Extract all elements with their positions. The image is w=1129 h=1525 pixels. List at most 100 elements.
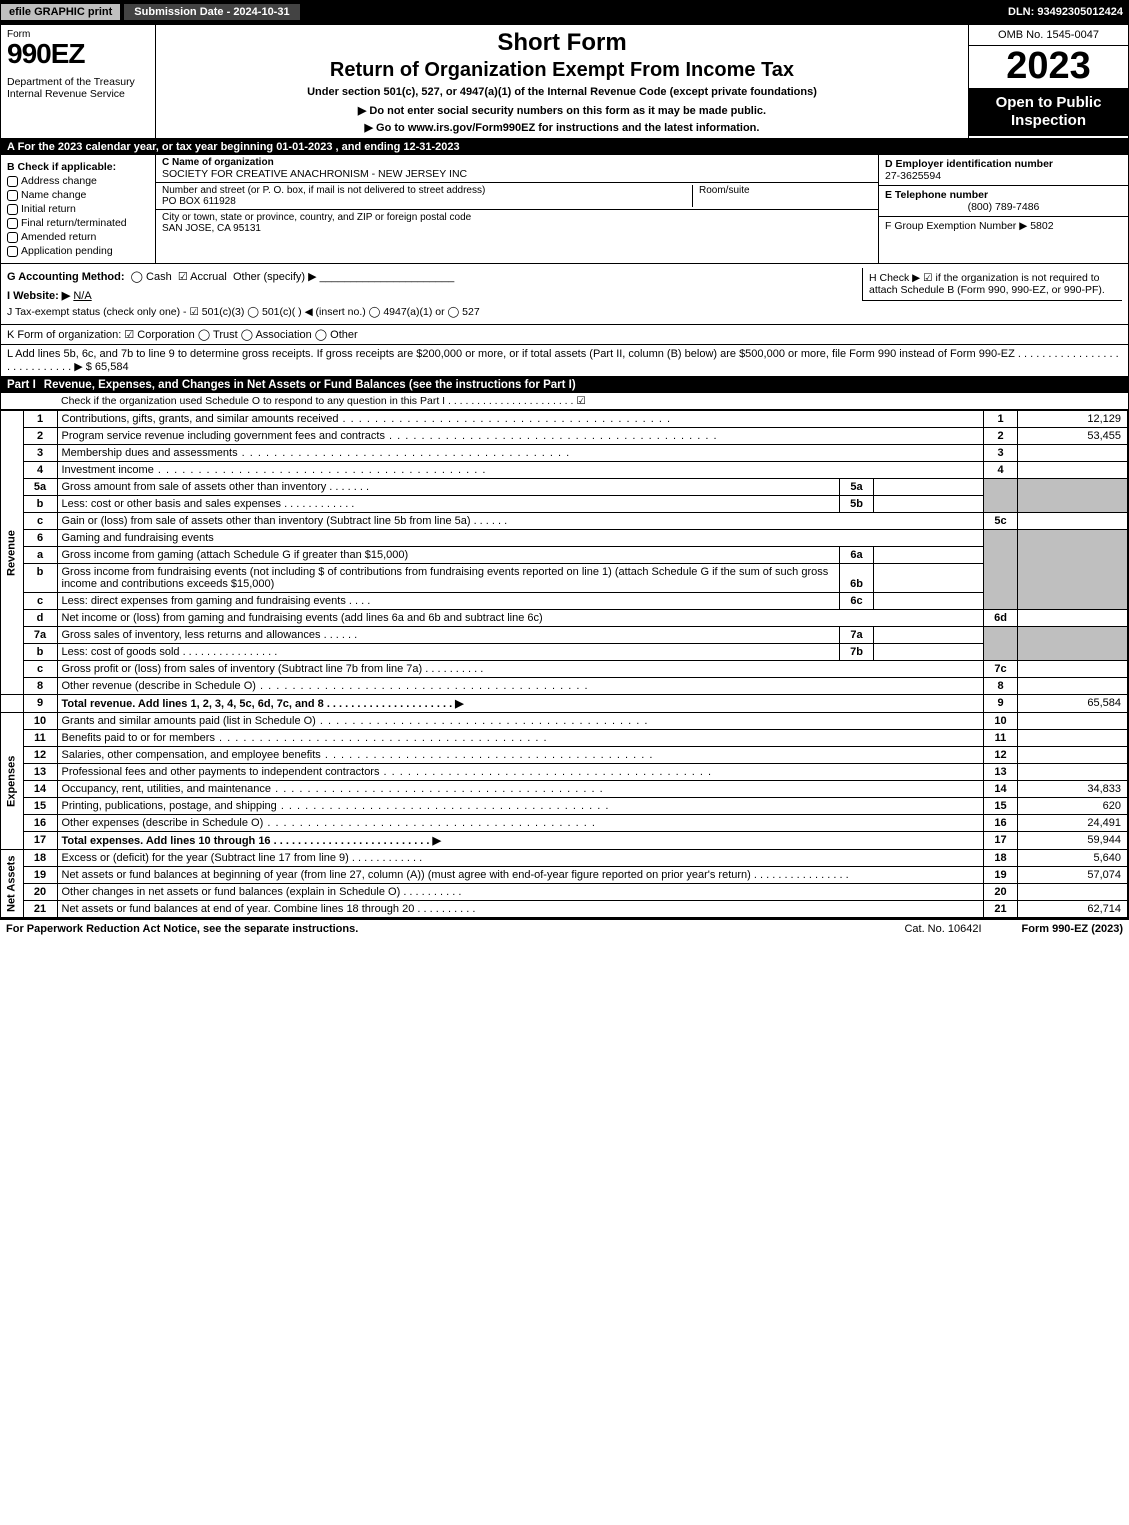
city-label: City or town, state or province, country… [162, 212, 471, 223]
ln-7a: 7a [23, 627, 57, 644]
lab-13: 13 [984, 764, 1018, 781]
lab-10: 10 [984, 713, 1018, 730]
opt-amended-return: Amended return [21, 231, 96, 243]
v-7c [1018, 661, 1128, 678]
ln-14: 14 [23, 781, 57, 798]
chk-final-return[interactable] [7, 218, 18, 229]
top-bar: efile GRAPHIC print Submission Date - 20… [0, 0, 1129, 24]
h-box: H Check ▶ ☑ if the organization is not r… [862, 268, 1122, 301]
d-11: Benefits paid to or for members [62, 732, 215, 744]
ln-7b: b [23, 644, 57, 661]
d-6d: Net income or (loss) from gaming and fun… [57, 610, 984, 627]
lab-5c: 5c [984, 513, 1018, 530]
sl-5b: 5b [840, 496, 874, 513]
form-outer: Form 990EZ Department of the Treasury In… [0, 24, 1129, 919]
lab-11: 11 [984, 730, 1018, 747]
footer-3: Form 990-EZ (2023) [1022, 923, 1123, 935]
ln-1: 1 [23, 411, 57, 428]
ln-19: 19 [23, 867, 57, 884]
v-11 [1018, 730, 1128, 747]
d-9: Total revenue. Add lines 1, 2, 3, 4, 5c,… [62, 698, 464, 710]
ln-9: 9 [23, 695, 57, 713]
efile-print-button[interactable]: efile GRAPHIC print [0, 3, 121, 21]
sv-5b [874, 496, 984, 513]
sl-7a: 7a [840, 627, 874, 644]
lab-3: 3 [984, 445, 1018, 462]
lines-table: Revenue 1 Contributions, gifts, grants, … [1, 410, 1128, 918]
dept-line: Department of the Treasury [7, 76, 149, 88]
ln-2: 2 [23, 428, 57, 445]
v-5c [1018, 513, 1128, 530]
opt-application-pending: Application pending [21, 245, 113, 257]
lab-19: 19 [984, 867, 1018, 884]
tax-year: 2023 [969, 46, 1128, 88]
opt-final-return: Final return/terminated [21, 217, 127, 229]
ein: 27-3625594 [885, 170, 941, 182]
d-6: Gaming and fundraising events [57, 530, 984, 547]
subtitle: Under section 501(c), 527, or 4947(a)(1)… [164, 86, 960, 98]
sv-7b [874, 644, 984, 661]
form-number: 990EZ [7, 40, 149, 68]
d-10: Grants and similar amounts paid (list in… [62, 715, 316, 727]
opt-initial-return: Initial return [21, 203, 76, 215]
ln-13: 13 [23, 764, 57, 781]
chk-address-change[interactable] [7, 176, 18, 187]
lab-16: 16 [984, 815, 1018, 832]
v-9: 65,584 [1018, 695, 1128, 713]
sv-7a [874, 627, 984, 644]
org-name: SOCIETY FOR CREATIVE ANACHRONISM - NEW J… [162, 168, 467, 180]
form-header: Form 990EZ Department of the Treasury In… [1, 25, 1128, 139]
d-12: Salaries, other compensation, and employ… [62, 749, 321, 761]
d-20: Other changes in net assets or fund bala… [62, 886, 401, 898]
d-label: D Employer identification number [885, 158, 1053, 170]
d-5a: Gross amount from sale of assets other t… [62, 481, 327, 493]
v-2: 53,455 [1018, 428, 1128, 445]
row-a: A For the 2023 calendar year, or tax yea… [1, 139, 1128, 155]
v-20 [1018, 884, 1128, 901]
d-7c: Gross profit or (loss) from sales of inv… [62, 663, 423, 675]
ln-5a: 5a [23, 479, 57, 496]
chk-amended-return[interactable] [7, 232, 18, 243]
col-c: C Name of organization SOCIETY FOR CREAT… [156, 155, 878, 263]
side-revenue: Revenue [1, 411, 23, 695]
part1-header: Part I Revenue, Expenses, and Changes in… [1, 377, 1128, 393]
v-14: 34,833 [1018, 781, 1128, 798]
c-label: C Name of organization [162, 157, 274, 168]
g-other: Other (specify) ▶ [233, 271, 317, 283]
opt-address-change: Address change [21, 175, 97, 187]
col-b: B Check if applicable: Address change Na… [1, 155, 156, 263]
lab-2: 2 [984, 428, 1018, 445]
ln-6d: d [23, 610, 57, 627]
lab-12: 12 [984, 747, 1018, 764]
header-right: OMB No. 1545-0047 2023 Open to Public In… [968, 25, 1128, 138]
chk-application-pending[interactable] [7, 246, 18, 257]
d-3: Membership dues and assessments [62, 447, 238, 459]
sv-5a [874, 479, 984, 496]
lab-8: 8 [984, 678, 1018, 695]
v-19: 57,074 [1018, 867, 1128, 884]
lab-18: 18 [984, 850, 1018, 867]
part1-label: Part I [7, 379, 44, 391]
ln-5c: c [23, 513, 57, 530]
chk-name-change[interactable] [7, 190, 18, 201]
ln-10: 10 [23, 713, 57, 730]
d-13: Professional fees and other payments to … [62, 766, 380, 778]
ln-17: 17 [23, 832, 57, 850]
f-label: F Group Exemption Number ▶ 5802 [879, 217, 1128, 235]
d-5c: Gain or (loss) from sale of assets other… [62, 515, 471, 527]
sl-6c: 6c [840, 593, 874, 610]
lab-15: 15 [984, 798, 1018, 815]
omb-number: OMB No. 1545-0047 [969, 25, 1128, 46]
v-15: 620 [1018, 798, 1128, 815]
chk-initial-return[interactable] [7, 204, 18, 215]
ln-16: 16 [23, 815, 57, 832]
website-val: N/A [73, 290, 91, 302]
d-14: Occupancy, rent, utilities, and maintena… [62, 783, 272, 795]
lab-14: 14 [984, 781, 1018, 798]
lab-1: 1 [984, 411, 1018, 428]
section-ghi: G Accounting Method: ◯ Cash ☑ Accrual Ot… [1, 264, 1128, 325]
lab-20: 20 [984, 884, 1018, 901]
v-8 [1018, 678, 1128, 695]
submission-date: Submission Date - 2024-10-31 [123, 3, 300, 21]
d-5b: Less: cost or other basis and sales expe… [62, 498, 282, 510]
